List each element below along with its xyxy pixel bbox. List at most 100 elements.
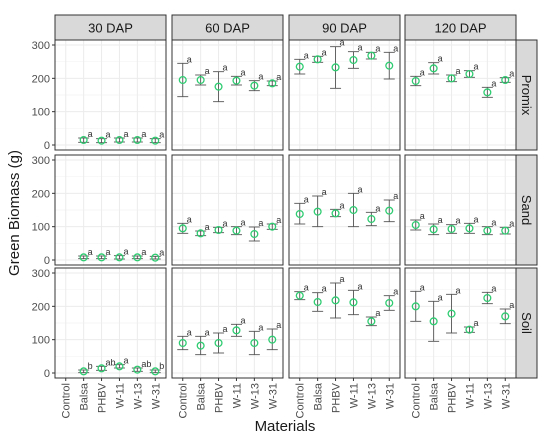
- data-point: [447, 224, 456, 234]
- data-point: [465, 224, 474, 233]
- data-point: [97, 253, 106, 262]
- significance-label: a: [456, 285, 461, 295]
- data-point: [501, 226, 510, 235]
- x-tick-label: W-13: [482, 383, 494, 409]
- significance-label: a: [473, 62, 478, 72]
- significance-label: a: [123, 247, 128, 257]
- y-tick-label: 200: [32, 301, 50, 313]
- significance-label: a: [123, 129, 128, 139]
- significance-label: a: [258, 322, 263, 332]
- significance-label: a: [141, 247, 146, 257]
- x-tick-label: Balsa: [79, 382, 91, 410]
- significance-label: a: [375, 43, 380, 53]
- data-point: [133, 135, 142, 145]
- data-point: [97, 364, 106, 373]
- x-tick-label: Control: [178, 383, 190, 418]
- column-strip-label: 30 DAP: [88, 21, 133, 36]
- significance-label: a: [159, 247, 164, 257]
- data-point: [447, 74, 456, 83]
- significance-label: b: [159, 361, 164, 371]
- significance-label: a: [88, 247, 93, 257]
- panel: [404, 39, 517, 151]
- x-tick-label: Control: [295, 383, 307, 418]
- y-tick-label: 100: [32, 335, 50, 347]
- significance-label: a: [240, 218, 245, 228]
- x-tick-label: Balsa: [429, 382, 441, 410]
- y-tick-label: 300: [32, 268, 50, 280]
- data-point: [115, 135, 124, 145]
- data-point: [367, 51, 376, 60]
- data-point: [250, 81, 259, 90]
- significance-label: a: [438, 215, 443, 225]
- significance-label: a: [456, 66, 461, 76]
- x-tick-label: W-31: [150, 383, 162, 409]
- significance-label: a: [159, 130, 164, 140]
- data-point: [429, 317, 438, 326]
- data-point: [214, 82, 223, 91]
- significance-label: a: [276, 320, 281, 330]
- row-strip-label: Soil: [519, 312, 534, 334]
- panel: [171, 39, 284, 151]
- x-tick-label: Control: [411, 383, 423, 418]
- data-point: [313, 55, 322, 64]
- significance-label: a: [509, 69, 514, 79]
- data-point: [97, 136, 106, 145]
- significance-label: a: [393, 191, 398, 201]
- panel: [54, 39, 167, 151]
- panel-border: [171, 267, 284, 379]
- data-point: [429, 225, 438, 234]
- significance-label: a: [375, 203, 380, 213]
- x-axis-title: Materials: [255, 418, 316, 435]
- significance-label: a: [393, 287, 398, 297]
- panel: [404, 267, 517, 379]
- significance-label: a: [375, 308, 380, 318]
- x-tick-label: PHBV: [331, 382, 343, 413]
- significance-label: a: [205, 327, 210, 337]
- significance-label: a: [240, 315, 245, 325]
- significance-label: a: [258, 72, 263, 82]
- data-point: [465, 325, 474, 334]
- significance-label: a: [438, 54, 443, 64]
- x-tick-label: W-13: [366, 383, 378, 409]
- significance-label: a: [491, 218, 496, 228]
- panel-border: [288, 267, 401, 379]
- data-point: [178, 75, 187, 85]
- data-point: [295, 291, 304, 300]
- data-point: [429, 64, 438, 73]
- data-point: [232, 76, 241, 85]
- panel-border: [404, 39, 517, 151]
- data-point: [465, 69, 474, 79]
- panel: [171, 154, 284, 266]
- significance-label: a: [123, 356, 128, 366]
- significance-label: a: [304, 50, 309, 60]
- significance-label: a: [438, 292, 443, 302]
- significance-label: a: [491, 283, 496, 293]
- x-tick-label: W-31: [267, 383, 279, 409]
- x-tick-label: Balsa: [196, 382, 208, 410]
- significance-label: a: [340, 274, 345, 284]
- y-tick-label: 300: [32, 155, 50, 167]
- data-point: [268, 79, 277, 88]
- data-point: [331, 63, 340, 72]
- data-point: [196, 341, 205, 350]
- data-point: [178, 338, 187, 348]
- significance-label: a: [205, 222, 210, 232]
- x-tick-label: W-11: [464, 383, 476, 408]
- significance-label: a: [276, 72, 281, 82]
- significance-label: b: [88, 361, 93, 371]
- data-point: [79, 367, 88, 376]
- panel-border: [171, 39, 284, 151]
- significance-label: a: [141, 129, 146, 139]
- significance-label: a: [304, 194, 309, 204]
- data-point: [331, 296, 340, 305]
- data-point: [151, 367, 160, 376]
- significance-label: a: [258, 218, 263, 228]
- significance-label: a: [322, 47, 327, 57]
- x-tick-label: W-13: [132, 383, 144, 409]
- y-tick-label: 200: [32, 73, 50, 85]
- panel-border: [54, 39, 167, 151]
- data-point: [483, 88, 492, 97]
- significance-label: a: [205, 66, 210, 76]
- data-point: [385, 61, 394, 70]
- data-point: [115, 362, 124, 371]
